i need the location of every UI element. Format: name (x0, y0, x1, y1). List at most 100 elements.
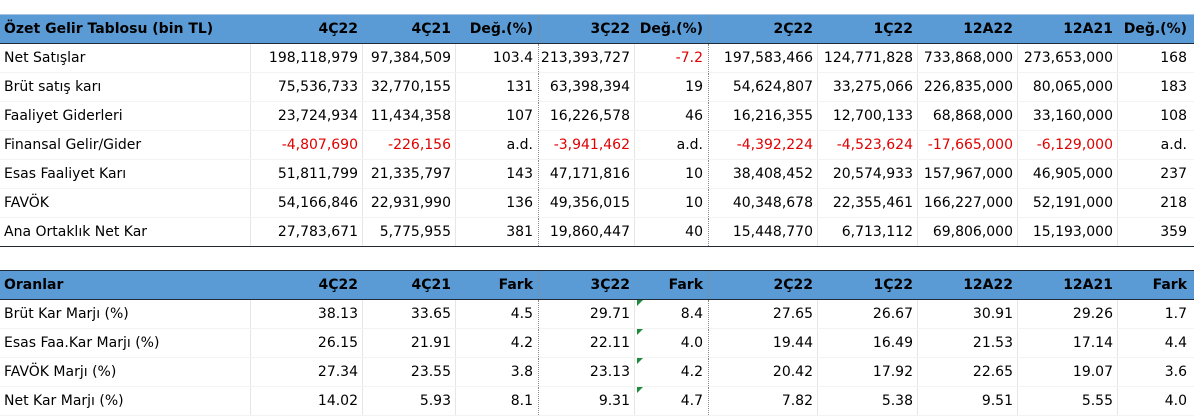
row-label[interactable]: FAVÖK (4, 195, 49, 211)
table-cell[interactable]: 33,275,066 (832, 79, 913, 95)
table-cell[interactable]: 97,384,509 (370, 50, 451, 66)
table-cell[interactable]: 54,166,846 (277, 195, 358, 211)
table-cell[interactable]: 237 (1160, 166, 1187, 182)
column-header[interactable]: 4Ç21 (411, 277, 452, 293)
table-cell[interactable]: 22,931,990 (370, 195, 451, 211)
table-cell[interactable]: 3.6 (1164, 364, 1187, 380)
column-header[interactable]: Fark (668, 277, 703, 293)
row-label[interactable]: Esas Faa.Kar Marjı (%) (4, 335, 160, 351)
table-cell[interactable]: 4.2 (680, 364, 703, 380)
table-cell[interactable]: 143 (506, 166, 533, 182)
table-cell[interactable]: 6,713,112 (841, 224, 913, 240)
table-cell[interactable]: 33.65 (410, 306, 451, 322)
table-cell[interactable]: 23.55 (410, 364, 451, 380)
table-cell[interactable]: 38,408,452 (732, 166, 813, 182)
column-header[interactable]: 2Ç22 (773, 21, 814, 37)
table-cell[interactable]: -4,807,690 (281, 137, 358, 153)
table-cell[interactable]: 3.8 (510, 364, 533, 380)
table-cell[interactable]: 15,448,770 (732, 224, 813, 240)
table-cell[interactable]: 54,624,807 (732, 79, 813, 95)
table-cell[interactable]: 108 (1160, 108, 1187, 124)
table-cell[interactable]: 198,118,979 (268, 50, 358, 66)
column-header[interactable]: Fark (1152, 277, 1187, 293)
row-label[interactable]: Net Kar Marjı (%) (4, 393, 124, 409)
table-cell[interactable]: 7.82 (781, 393, 813, 409)
table-cell[interactable]: 8.4 (680, 306, 703, 322)
table-cell[interactable]: 12,700,133 (832, 108, 913, 124)
table-cell[interactable]: 131 (506, 79, 533, 95)
table-cell[interactable]: 5.93 (419, 393, 451, 409)
column-header[interactable]: 4Ç22 (318, 277, 359, 293)
table-cell[interactable]: 4.7 (680, 393, 703, 409)
table-cell[interactable]: 20.42 (772, 364, 813, 380)
table-cell[interactable]: 9.51 (981, 393, 1013, 409)
table-cell[interactable]: 33,160,000 (1032, 108, 1113, 124)
table-cell[interactable]: 733,868,000 (923, 50, 1013, 66)
table-cell[interactable]: 103.4 (492, 50, 533, 66)
table-cell[interactable]: 80,065,000 (1032, 79, 1113, 95)
table-cell[interactable]: 124,771,828 (823, 50, 913, 66)
row-label[interactable]: FAVÖK Marjı (%) (4, 364, 117, 380)
table-cell[interactable]: 19 (685, 79, 703, 95)
table-cell[interactable]: 22.11 (589, 335, 630, 351)
table-cell[interactable]: 22,355,461 (832, 195, 913, 211)
table-cell[interactable]: 226,835,000 (923, 79, 1013, 95)
table-cell[interactable]: 21.91 (410, 335, 451, 351)
table-cell[interactable]: a.d. (676, 137, 703, 153)
table-cell[interactable]: 5.55 (1081, 393, 1113, 409)
table-cell[interactable]: 197,583,466 (723, 50, 813, 66)
table-cell[interactable]: 168 (1160, 50, 1187, 66)
table-cell[interactable]: 69,806,000 (932, 224, 1013, 240)
table-cell[interactable]: 17.92 (872, 364, 913, 380)
table-cell[interactable]: 5.38 (881, 393, 913, 409)
table-cell[interactable]: -4,523,624 (836, 137, 913, 153)
table-cell[interactable]: 26.15 (317, 335, 358, 351)
comment-indicator-icon[interactable] (637, 387, 643, 393)
table-cell[interactable]: 14.02 (317, 393, 358, 409)
table-cell[interactable]: 273,653,000 (1023, 50, 1113, 66)
column-header[interactable]: 1Ç22 (873, 21, 914, 37)
table-cell[interactable]: 9.31 (598, 393, 630, 409)
column-header[interactable]: 12A22 (963, 277, 1013, 293)
column-header[interactable]: 3Ç22 (590, 277, 631, 293)
table-cell[interactable]: 8.1 (510, 393, 533, 409)
column-header[interactable]: Değ.(%) (1123, 21, 1187, 37)
table-cell[interactable]: 19.07 (1072, 364, 1113, 380)
table-cell[interactable]: 183 (1160, 79, 1187, 95)
table-cell[interactable]: 19.44 (772, 335, 813, 351)
table-cell[interactable]: 1.7 (1164, 306, 1187, 322)
column-header[interactable]: 4Ç22 (318, 21, 359, 37)
table-cell[interactable]: -226,156 (388, 137, 451, 153)
comment-indicator-icon[interactable] (637, 329, 643, 335)
table-cell[interactable]: 17.14 (1072, 335, 1113, 351)
table-cell[interactable]: 21.53 (972, 335, 1013, 351)
table-cell[interactable]: 46 (685, 108, 703, 124)
row-label[interactable]: Ana Ortaklık Net Kar (4, 224, 148, 240)
table-cell[interactable]: 11,434,358 (370, 108, 451, 124)
column-header[interactable]: 12A22 (963, 21, 1013, 37)
table-cell[interactable]: -7.2 (675, 50, 703, 66)
table-cell[interactable]: 23,724,934 (277, 108, 358, 124)
table-cell[interactable]: 5,775,955 (379, 224, 451, 240)
column-header[interactable]: 1Ç22 (873, 277, 914, 293)
row-label[interactable]: Brüt satış karı (4, 79, 102, 95)
table-cell[interactable]: 213,393,727 (540, 50, 630, 66)
table-cell[interactable]: 63,398,394 (549, 79, 630, 95)
table-cell[interactable]: -3,941,462 (553, 137, 630, 153)
table-cell[interactable]: 32,770,155 (370, 79, 451, 95)
column-header[interactable]: Fark (498, 277, 533, 293)
table-cell[interactable]: 47,171,816 (549, 166, 630, 182)
table-cell[interactable]: -4,392,224 (736, 137, 813, 153)
column-header[interactable]: 3Ç22 (590, 21, 631, 37)
ratios-title[interactable]: Oranlar (4, 277, 64, 293)
column-header[interactable]: 12A21 (1063, 21, 1113, 37)
table-cell[interactable]: a.d. (506, 137, 533, 153)
table-cell[interactable]: 4.2 (510, 335, 533, 351)
table-cell[interactable]: 4.0 (680, 335, 703, 351)
row-label[interactable]: Finansal Gelir/Gider (4, 137, 142, 153)
table-cell[interactable]: 30.91 (972, 306, 1013, 322)
income-title[interactable]: Özet Gelir Tablosu (bin TL) (4, 21, 214, 37)
table-cell[interactable]: 38.13 (317, 306, 358, 322)
table-cell[interactable]: 218 (1160, 195, 1187, 211)
table-cell[interactable]: 27,783,671 (277, 224, 358, 240)
